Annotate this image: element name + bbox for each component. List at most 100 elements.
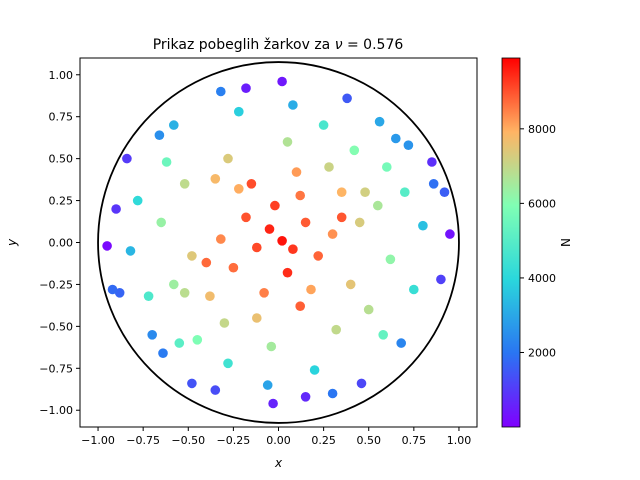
scatter-point bbox=[324, 162, 334, 172]
scatter-point bbox=[345, 279, 356, 290]
scatter-point bbox=[327, 388, 338, 399]
scatter-point bbox=[396, 338, 407, 348]
boundary-circle bbox=[97, 61, 460, 424]
scatter-point bbox=[306, 284, 316, 295]
scatter-point bbox=[174, 338, 185, 348]
y-tick-label: −0.75 bbox=[39, 362, 73, 375]
y-tick-label: 1.00 bbox=[49, 69, 74, 82]
scatter-point bbox=[342, 93, 352, 104]
y-axis-ticks: −1.00 −0.75 −0.50 −0.25 0.00 0.25 0.50 0.75 1.00 bbox=[39, 69, 80, 417]
scatter-point bbox=[122, 153, 132, 164]
colorbar-label: N bbox=[559, 238, 573, 247]
scatter-point bbox=[268, 398, 278, 409]
scatter-point bbox=[219, 318, 230, 328]
scatter-point bbox=[154, 130, 165, 140]
x-axis-label: x bbox=[274, 456, 283, 470]
scatter-point bbox=[400, 187, 410, 197]
scatter-point bbox=[428, 179, 439, 189]
scatter-point bbox=[216, 234, 226, 244]
x-tick-label: 0.50 bbox=[356, 434, 381, 447]
scatter-point bbox=[147, 330, 157, 340]
scatter-point bbox=[111, 204, 121, 214]
colorbar-tick-label: 4000 bbox=[528, 272, 556, 285]
scatter-point bbox=[282, 137, 293, 147]
y-tick-label: −0.25 bbox=[39, 278, 73, 291]
scatter-point bbox=[336, 187, 347, 197]
scatter-point bbox=[161, 157, 172, 167]
x-tick-label: −1.00 bbox=[81, 434, 115, 447]
scatter-point bbox=[205, 291, 215, 302]
scatter-point bbox=[382, 162, 392, 172]
scatter-point bbox=[114, 288, 125, 298]
scatter-point bbox=[327, 229, 338, 239]
scatter-point bbox=[336, 212, 347, 223]
scatter-point bbox=[251, 242, 262, 253]
y-tick-label: 0.25 bbox=[49, 195, 74, 208]
chart-title: Prikaz pobeglih žarkov za ν = 0.576 bbox=[153, 37, 404, 53]
scatter-point bbox=[223, 358, 233, 369]
scatter-point bbox=[288, 100, 298, 110]
colorbar-ticks: 2000 4000 6000 8000 bbox=[520, 123, 556, 359]
scatter-point bbox=[403, 140, 414, 150]
scatter-point bbox=[228, 262, 239, 273]
scatter-point bbox=[356, 378, 367, 389]
scatter-point bbox=[300, 392, 311, 402]
y-tick-label: −0.50 bbox=[39, 320, 73, 333]
scatter-point bbox=[158, 348, 168, 359]
scatter-point bbox=[363, 304, 374, 315]
scatter-point bbox=[102, 241, 112, 251]
scatter-point bbox=[270, 200, 280, 211]
scatter-point bbox=[187, 378, 197, 389]
y-tick-label: −1.00 bbox=[39, 404, 73, 417]
scatter-point bbox=[374, 116, 385, 127]
x-tick-label: 0.25 bbox=[311, 434, 336, 447]
scatter-point bbox=[445, 229, 455, 239]
scatter-point bbox=[318, 120, 329, 130]
scatter-point bbox=[234, 106, 244, 117]
y-tick-label: 0.50 bbox=[49, 153, 74, 166]
scatter-point bbox=[309, 365, 320, 375]
scatter-point bbox=[288, 244, 298, 254]
chart-title-main: Prikaz pobeglih žarkov za bbox=[153, 37, 335, 53]
scatter-point bbox=[373, 200, 383, 211]
scatter-point bbox=[295, 301, 306, 312]
scatter-point bbox=[179, 179, 190, 189]
scatter-point bbox=[277, 236, 287, 246]
scatter-point bbox=[378, 330, 389, 340]
scatter-point bbox=[331, 324, 342, 335]
scatter-point bbox=[282, 267, 293, 278]
scatter-point bbox=[291, 167, 302, 177]
x-axis-ticks: −1.00 −0.75 −0.50 −0.25 0.00 0.25 0.50 0.75 1.00 bbox=[81, 427, 471, 447]
scatter-point bbox=[259, 288, 269, 298]
scatter-point bbox=[192, 335, 203, 345]
scatter-points bbox=[102, 76, 455, 409]
scatter-point bbox=[216, 86, 226, 97]
x-tick-label: −0.25 bbox=[217, 434, 251, 447]
scatter-point bbox=[251, 313, 262, 323]
scatter-point bbox=[143, 291, 154, 302]
scatter-point bbox=[210, 174, 221, 184]
scatter-point bbox=[391, 133, 401, 144]
chart-title-nu: ν bbox=[335, 37, 343, 53]
y-axis-label: y bbox=[5, 238, 19, 247]
scatter-point bbox=[266, 341, 277, 352]
x-tick-label: 0.00 bbox=[266, 434, 291, 447]
scatter-point bbox=[169, 279, 179, 290]
y-tick-label: 0.75 bbox=[49, 111, 74, 124]
scatter-point bbox=[241, 83, 251, 93]
scatter-point bbox=[436, 274, 446, 285]
scatter-point bbox=[295, 190, 306, 201]
colorbar-tick-label: 6000 bbox=[528, 197, 556, 210]
scatter-point bbox=[234, 184, 244, 194]
scatter-point bbox=[360, 187, 370, 197]
scatter-point bbox=[223, 153, 233, 164]
scatter-point bbox=[132, 195, 143, 206]
x-tick-label: 1.00 bbox=[447, 434, 472, 447]
scatter-point bbox=[277, 76, 287, 87]
scatter-point bbox=[187, 251, 197, 261]
y-tick-label: 0.00 bbox=[49, 237, 74, 250]
scatter-point bbox=[349, 145, 360, 156]
scatter-point bbox=[418, 220, 428, 231]
scatter-point bbox=[156, 217, 166, 228]
